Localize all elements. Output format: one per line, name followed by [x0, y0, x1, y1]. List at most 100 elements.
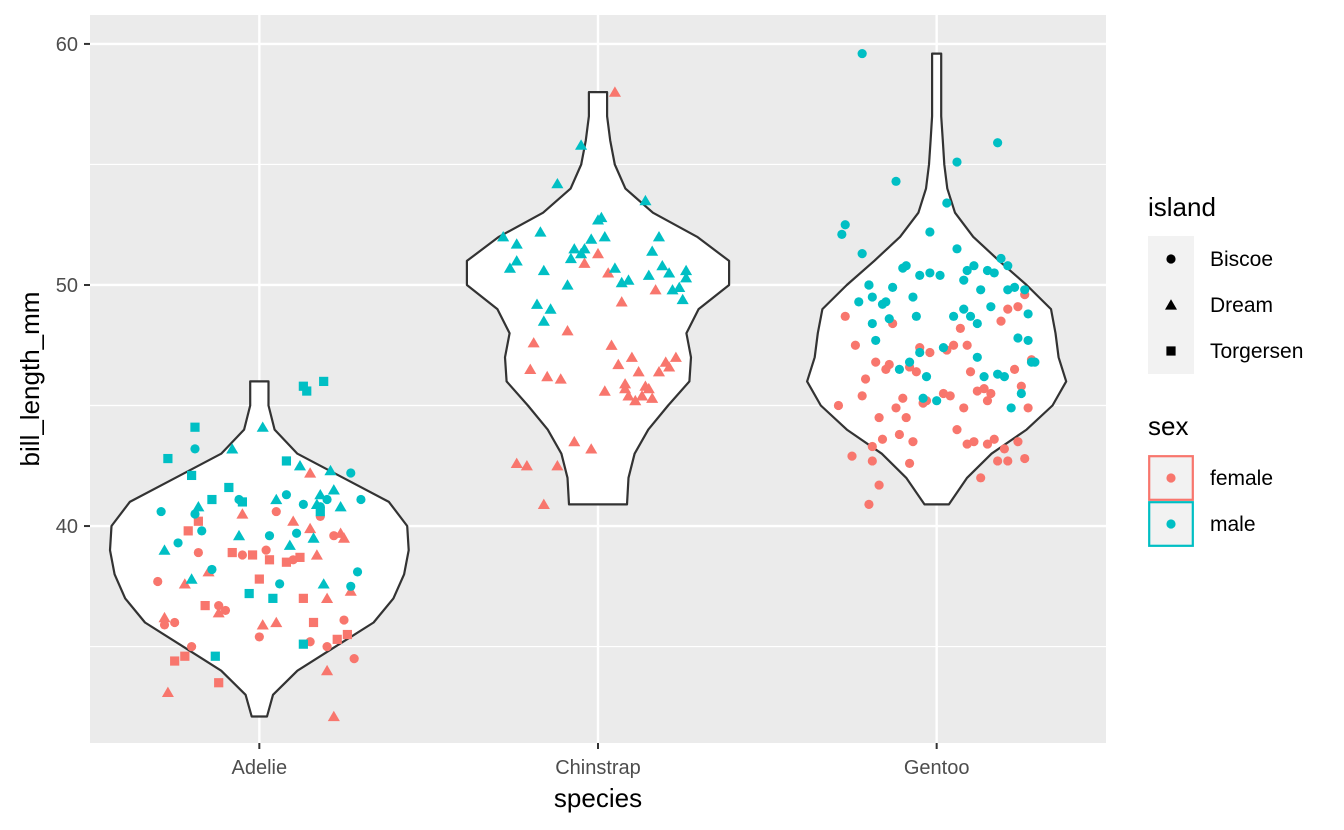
data-point: [898, 393, 908, 403]
data-point: [254, 632, 264, 642]
data-point: [673, 281, 686, 292]
legend-key-symbol: [1166, 473, 1176, 483]
data-point: [510, 255, 523, 266]
data-point: [652, 231, 665, 242]
data-point: [925, 227, 935, 237]
data-point: [996, 316, 1006, 326]
series-adelie-male-dream: [158, 421, 347, 589]
data-point: [270, 616, 283, 628]
data-point: [170, 656, 180, 666]
data-point: [524, 363, 537, 374]
data-point: [256, 421, 269, 432]
data-point: [310, 498, 323, 509]
data-point: [595, 211, 608, 223]
data-point: [888, 282, 898, 292]
data-point: [949, 311, 959, 321]
data-point: [281, 557, 292, 567]
data-point: [676, 293, 689, 305]
data-point: [227, 547, 237, 558]
data-point: [187, 641, 197, 652]
data-point: [210, 651, 220, 661]
data-point: [173, 538, 183, 548]
series-gentoo-male-biscoe: [837, 48, 1040, 413]
data-point: [911, 367, 921, 377]
data-point: [1013, 302, 1023, 312]
data-point: [183, 526, 193, 536]
y-tick-label: 40: [56, 516, 78, 538]
data-point: [652, 366, 665, 377]
data-point: [891, 403, 901, 413]
data-point: [298, 593, 308, 603]
data-point: [979, 371, 989, 382]
data-point: [969, 261, 979, 271]
legend-entry-male: male: [1148, 501, 1256, 547]
data-point: [986, 302, 996, 312]
data-point: [857, 391, 867, 401]
data-point: [935, 270, 945, 280]
data-point: [952, 244, 962, 254]
data-point: [993, 456, 1003, 466]
data-point: [193, 516, 203, 526]
data-point: [226, 443, 239, 454]
series-adelie-female-biscoe: [153, 506, 359, 664]
data-point: [537, 315, 550, 326]
data-point: [925, 347, 935, 358]
data-point: [622, 390, 635, 401]
data-point: [302, 386, 312, 396]
data-point: [901, 261, 911, 271]
data-point: [346, 468, 356, 478]
data-point: [925, 268, 935, 278]
data-point: [999, 444, 1010, 454]
data-point: [962, 340, 972, 350]
data-point: [281, 456, 292, 466]
data-point: [156, 506, 166, 517]
data-point: [666, 284, 679, 295]
data-point: [293, 460, 306, 471]
violin-gentoo: [806, 52, 1068, 506]
data-point: [585, 443, 598, 454]
data-point: [236, 508, 249, 519]
data-point: [615, 296, 628, 307]
data-point: [237, 497, 247, 507]
data-point: [298, 639, 308, 649]
data-point: [598, 385, 611, 396]
data-point: [334, 501, 347, 512]
data-point: [646, 245, 659, 256]
data-point: [324, 464, 337, 476]
data-point: [840, 311, 850, 321]
data-point: [304, 522, 317, 534]
data-point: [894, 429, 905, 440]
data-point: [541, 370, 554, 382]
data-point: [1013, 333, 1023, 343]
data-point: [1003, 304, 1013, 314]
y-tick-label: 60: [56, 34, 78, 56]
data-point: [982, 396, 993, 406]
data-point: [884, 314, 894, 324]
data-point: [1023, 403, 1033, 413]
series-chinstrap-male-dream: [497, 139, 693, 326]
data-point: [561, 279, 574, 290]
data-point: [298, 499, 308, 509]
x-tick-label: Chinstrap: [555, 757, 641, 779]
data-point: [608, 262, 621, 273]
data-point: [871, 335, 881, 346]
data-point: [352, 567, 363, 577]
data-point: [321, 664, 334, 676]
data-point: [915, 347, 925, 358]
data-point: [332, 634, 342, 644]
data-point: [346, 581, 356, 591]
data-point: [877, 434, 888, 444]
data-point: [901, 412, 911, 423]
data-point: [871, 357, 881, 367]
data-point: [680, 272, 693, 283]
data-point: [185, 573, 198, 584]
series-adelie-female-torgersen: [170, 516, 352, 688]
legend-key-border: [1148, 455, 1194, 501]
data-point: [224, 482, 234, 493]
data-point: [178, 578, 191, 589]
data-point: [307, 532, 320, 543]
data-point: [877, 299, 888, 309]
legend-sex: sex female male: [1148, 411, 1273, 547]
legend-title: sex: [1148, 411, 1188, 441]
